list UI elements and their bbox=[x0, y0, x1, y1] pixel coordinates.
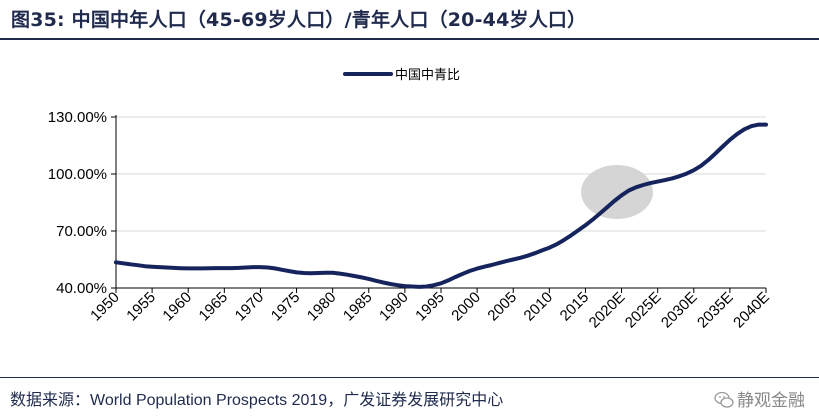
y-tick-label: 130.00% bbox=[48, 109, 107, 126]
x-tick-label: 1975 bbox=[268, 289, 304, 325]
y-tick-label: 100.00% bbox=[48, 166, 107, 183]
x-tick-label: 1990 bbox=[376, 289, 412, 325]
source-main: World Population Prospects 2019 bbox=[90, 392, 328, 409]
x-tick-label: 1955 bbox=[123, 289, 159, 325]
legend: 中国中青比 bbox=[343, 68, 460, 83]
x-tick-label: 2000 bbox=[448, 289, 484, 325]
y-axis: 40.00% 70.00% 100.00% 130.00% bbox=[48, 109, 117, 297]
x-tick-label: 2005 bbox=[484, 289, 520, 325]
watermark-text: 静观金融 bbox=[737, 391, 805, 411]
x-tick-label: 2035E bbox=[694, 289, 737, 332]
footer-divider bbox=[0, 377, 819, 378]
x-tick-label: 1985 bbox=[340, 289, 376, 325]
x-tick-label: 2025E bbox=[622, 289, 665, 332]
wechat-icon bbox=[714, 390, 734, 410]
source-suffix: ，广发证券发展研究中心 bbox=[327, 390, 504, 409]
x-tick-label: 2010 bbox=[521, 289, 557, 325]
line-chart: 中国中青比 40.00% 70.00% 100.00% 130.00% 1950 195… bbox=[48, 68, 773, 332]
x-tick-label: 1960 bbox=[159, 289, 195, 325]
legend-label: 中国中青比 bbox=[395, 68, 460, 83]
chart-title: 图35: 中国中年人口（45-69岁人口）/青年人口（20-44岁人口） bbox=[11, 9, 587, 31]
title-divider bbox=[0, 38, 819, 40]
plot-gridlines bbox=[116, 116, 766, 232]
y-tick-label: 40.00% bbox=[56, 280, 107, 297]
source-prefix: 数据来源： bbox=[10, 390, 91, 409]
x-tick-label: 1970 bbox=[232, 289, 268, 325]
highlight-ellipse bbox=[581, 165, 653, 219]
watermark: 静观金融 bbox=[714, 386, 805, 411]
x-tick-label: 2020E bbox=[586, 289, 629, 332]
x-tick-label: 2030E bbox=[658, 289, 701, 332]
source-note: 数据来源：World Population Prospects 2019，广发证… bbox=[10, 386, 503, 410]
y-tick-label: 70.00% bbox=[56, 223, 107, 240]
x-tick-label: 1965 bbox=[196, 289, 232, 325]
x-tick-label: 2040E bbox=[730, 289, 773, 332]
x-tick-label: 1980 bbox=[304, 289, 340, 325]
x-axis: 1950 1955 1960 1965 1970 1975 1980 1985 1990 1995… bbox=[87, 287, 773, 332]
series-line bbox=[114, 122, 768, 289]
x-tick-label: 1995 bbox=[412, 289, 448, 325]
